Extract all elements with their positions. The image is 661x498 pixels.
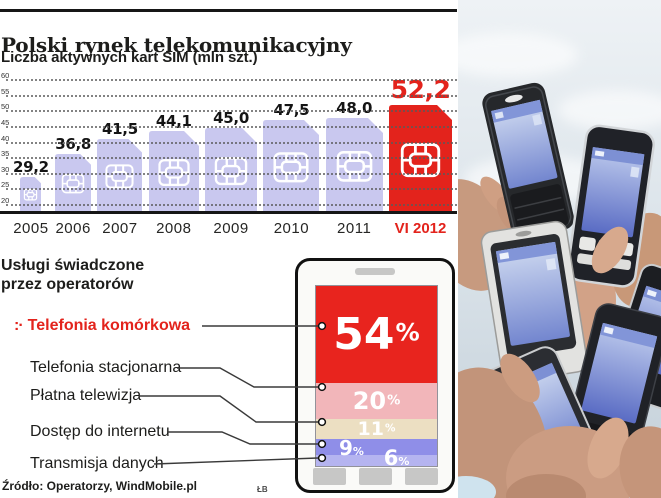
bar-value-label: 41,5 (102, 120, 138, 138)
left-panel: Polski rynek telekomunikacyjny Liczba ak… (0, 9, 458, 498)
top-rule (0, 9, 457, 12)
screen-segment-Telefonia stacjonarna: 20% (316, 383, 437, 420)
x-axis-label: VI 2012 (394, 220, 447, 237)
service-label-2: Telefonia stacjonarna (30, 358, 181, 378)
phone-button (358, 468, 392, 485)
sim-card-bar (325, 118, 383, 211)
connector-line (153, 457, 319, 465)
source-note: Źródło: Operatorzy, WindMobile.pl (2, 479, 197, 493)
connector-line (140, 395, 318, 423)
chart-column: 48,0 2011 (325, 99, 383, 237)
sim-card-bar (55, 154, 92, 211)
service-label-4: Dostęp do internetu (30, 422, 170, 442)
phone-illustration (480, 220, 588, 383)
bar-value-label: 44,1 (155, 112, 192, 130)
sim-card-bar (148, 131, 199, 211)
thumb (591, 226, 629, 274)
chart-column: 52,2 VI 2012 (389, 75, 452, 237)
y-axis-tick: 45 (1, 117, 10, 127)
x-axis-label: 2011 (337, 220, 372, 237)
chart-column: 44,1 2008 (148, 112, 199, 237)
services-heading-line2: przez operatorów (1, 276, 134, 293)
bar-value-label: 29,2 (13, 158, 49, 176)
chart-column: 41,5 2007 (97, 120, 143, 237)
sim-bars: 29,2 2005 36,8 2006 41,5 (0, 75, 457, 237)
x-axis-label: 2010 (273, 220, 310, 237)
phone-illustration (566, 124, 655, 288)
screen-segment-Płatna telewizja: 11% (316, 418, 437, 441)
bar-value-label: 52,2 (390, 75, 451, 104)
chart-subtitle: Liczba aktywnych kart SIM (mln szt.) (1, 49, 258, 66)
screen-segment-Dostęp do internetu (316, 438, 437, 456)
page-title: Polski rynek telekomunikacyjny (1, 33, 352, 58)
screen-segment-Telefonia komórkowa: 54% (316, 286, 437, 384)
service-label-text: Dostęp do internetu (30, 423, 170, 440)
service-label-5: Transmisja danych (30, 454, 164, 474)
sim-card-bar (20, 177, 42, 211)
y-axis-tick: 35 (1, 149, 10, 159)
services-heading: Usługi świadczone przez operatorów (1, 256, 144, 294)
segment-value: 54% (333, 309, 420, 361)
service-label-3: Płatna telewizja (30, 386, 141, 406)
x-axis-label: 2007 (102, 220, 138, 237)
phone-speaker (355, 268, 395, 275)
author-initials: ŁB (257, 485, 268, 494)
service-label-text: Telefonia stacjonarna (30, 359, 182, 376)
bar-value-label: 45,0 (213, 109, 249, 127)
photo-hands-with-phones (458, 0, 661, 498)
phone-screen-stacked-chart: 54% 20% 11% 9% 6% (315, 285, 438, 467)
chart-column: 36,8 2006 (55, 135, 92, 237)
screen-segment-bottom-pair: 9% 6% (316, 435, 437, 466)
y-axis-tick: 40 (1, 133, 10, 143)
sim-card-bar (97, 139, 143, 211)
sim-card-bar (389, 105, 452, 211)
bar-value-label: 36,8 (55, 135, 92, 153)
segment-value: 11% (357, 418, 396, 441)
chart-column: 47,5 2010 (263, 101, 320, 237)
hand (458, 353, 661, 498)
y-axis-tick: 60 (1, 71, 10, 80)
segment-value: 20% (352, 387, 401, 416)
y-axis-tick: 55 (1, 86, 10, 96)
x-axis-label: 2008 (156, 220, 192, 237)
service-label-text: Transmisja danych (30, 455, 164, 472)
phone-chart: 54% 20% 11% 9% 6% (295, 258, 455, 493)
highlight-bullet-icon: :· (14, 317, 24, 334)
service-label-text: Telefonia komórkowa (27, 317, 191, 334)
screen-segment-Transmisja danych (316, 455, 437, 466)
segment-value: 6% (383, 445, 410, 466)
y-axis-tick: 20 (1, 196, 10, 205)
x-axis-label: 2006 (55, 220, 91, 237)
services-section: Usługi świadczone przez operatorów :· Tel… (0, 248, 458, 498)
phone-button (404, 468, 438, 485)
phone-button (312, 468, 346, 485)
y-axis-tick: 30 (1, 164, 10, 174)
phone-buttons (298, 468, 452, 485)
sim-card-bar (263, 120, 320, 211)
x-axis-label: 2009 (213, 220, 249, 237)
y-axis-tick: 25 (1, 180, 10, 190)
service-label-1: :· Telefonia komórkowa (14, 316, 190, 336)
sim-chart-plot: 60 55 50 45 40 35 30 25 20 29,2 2005 36,8 2006 41,5 (0, 72, 457, 237)
bar-value-label: 48,0 (336, 99, 373, 117)
services-heading-line1: Usługi świadczone (1, 257, 145, 274)
chart-column: 45,0 2009 (205, 109, 258, 237)
chart-column: 29,2 2005 (13, 158, 49, 237)
service-label-text: Płatna telewizja (30, 387, 142, 404)
bar-value-label: 47,5 (273, 101, 310, 119)
sim-card-bar (205, 128, 258, 211)
x-axis-label: 2005 (13, 220, 49, 237)
y-axis-tick: 50 (1, 102, 10, 112)
segment-value: 9% (338, 435, 364, 460)
